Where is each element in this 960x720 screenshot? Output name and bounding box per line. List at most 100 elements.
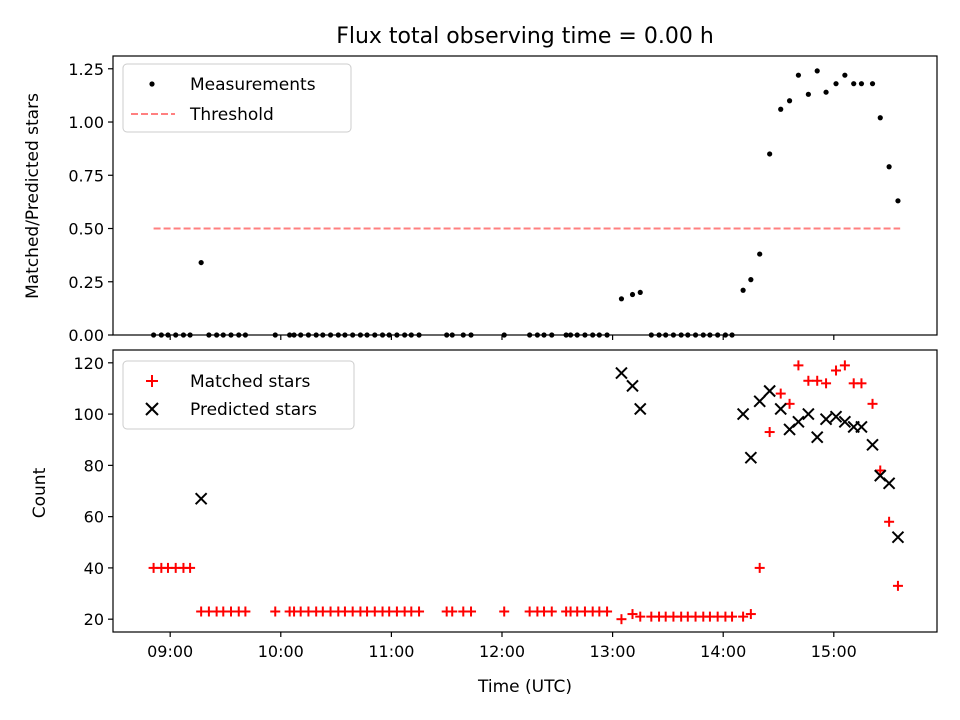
top-plot-area: 0.00 0.25 0.50 0.75 1.00 1.25 bbox=[68, 55, 938, 345]
measurement-point bbox=[833, 81, 839, 87]
chart-title: Flux total observing time = 0.00 h bbox=[336, 24, 714, 49]
bottom-ytick-label: 40 bbox=[84, 559, 104, 578]
legend-label-threshold: Threshold bbox=[189, 105, 274, 125]
measurement-point bbox=[805, 91, 811, 97]
top-ytick-label: 1.25 bbox=[68, 60, 104, 79]
bottom-ylabel: Count bbox=[30, 467, 50, 518]
predicted-stars-point bbox=[774, 402, 787, 416]
bottom-xtick-label: 13:00 bbox=[590, 642, 636, 661]
matched-stars-point bbox=[447, 606, 458, 617]
measurement-point bbox=[198, 259, 204, 266]
matched-stars-point bbox=[764, 427, 775, 438]
measurement-point bbox=[748, 277, 754, 283]
bottom-legend: Matched stars Predicted stars bbox=[122, 360, 355, 430]
predicted-stars-point bbox=[763, 384, 776, 398]
measurement-point bbox=[778, 106, 784, 112]
predicted-stars-point bbox=[829, 410, 843, 423]
matched-stars-point bbox=[875, 465, 886, 476]
bottom-xtick-label: 11:00 bbox=[368, 642, 414, 661]
matched-stars-point bbox=[414, 606, 425, 617]
matched-stars-point bbox=[839, 360, 850, 371]
matched-stars-point bbox=[831, 365, 842, 376]
top-ytick-label: 0.25 bbox=[68, 273, 104, 292]
matched-stars-point bbox=[867, 398, 878, 409]
measurement-point bbox=[767, 151, 773, 157]
matched-stars-point bbox=[745, 609, 756, 620]
matched-stars-point bbox=[727, 611, 738, 622]
matched-stars-point bbox=[738, 611, 749, 622]
predicted-stars-point bbox=[819, 413, 833, 426]
matched-stars-point bbox=[270, 606, 281, 617]
legend-label-matched: Matched stars bbox=[190, 372, 310, 392]
matched-stars-point bbox=[821, 378, 832, 389]
measurement-point bbox=[886, 164, 892, 170]
bottom-xtick-label: 12:00 bbox=[479, 642, 525, 661]
measurement-point bbox=[786, 98, 793, 104]
predicted-stars-point bbox=[753, 395, 766, 408]
bottom-axes-frame bbox=[112, 349, 938, 633]
matched-stars-point bbox=[499, 606, 510, 617]
matched-stars-point bbox=[616, 614, 627, 625]
legend-marker-measurements bbox=[149, 81, 155, 87]
bottom-ytick-label: 20 bbox=[84, 610, 104, 629]
matched-stars-point bbox=[884, 516, 895, 527]
predicted-stars-point bbox=[891, 530, 905, 544]
matched-stars-point bbox=[754, 562, 765, 573]
predicted-stars-point bbox=[811, 430, 824, 444]
predicted-stars-point bbox=[802, 407, 815, 421]
measurement-point bbox=[851, 81, 857, 87]
measurement-point bbox=[757, 251, 763, 257]
measurement-point bbox=[740, 287, 746, 293]
predicted-stars-point bbox=[855, 420, 868, 434]
matched-stars-point bbox=[803, 375, 814, 386]
matched-stars-point bbox=[635, 611, 646, 622]
measurement-point bbox=[637, 289, 643, 296]
measurement-point bbox=[877, 115, 883, 121]
top-ytick-label: 0.50 bbox=[68, 220, 104, 239]
top-ylabel: Matched/Predicted stars bbox=[23, 93, 43, 299]
top-ytick-label: 0.00 bbox=[68, 326, 104, 345]
matched-stars-point bbox=[466, 606, 477, 617]
bottom-xtick-label: 14:00 bbox=[700, 642, 746, 661]
predicted-stars-point bbox=[792, 415, 805, 428]
matched-stars-point bbox=[812, 375, 823, 386]
predicted-stars-point bbox=[634, 402, 647, 416]
matched-stars-point bbox=[546, 606, 557, 617]
matched-stars-point bbox=[775, 388, 786, 399]
matched-stars-point bbox=[240, 606, 251, 617]
bottom-xtick-label: 10:00 bbox=[258, 642, 304, 661]
matched-stars-point bbox=[627, 609, 638, 620]
predicted-stars-point bbox=[882, 477, 896, 490]
bottom-plot-area: 20 40 60 80 100 120 09:00 10:00 11:00 12:00 13:00 1… bbox=[73, 349, 938, 661]
bottom-panel: 20 40 60 80 100 120 09:00 10:00 11:00 12:00 13:00 1… bbox=[30, 349, 938, 697]
predicted-stars-point bbox=[736, 407, 750, 421]
matched-stars-point bbox=[602, 606, 613, 617]
matched-stars-point bbox=[185, 562, 196, 573]
bottom-ytick-label: 120 bbox=[73, 354, 104, 373]
measurement-point bbox=[618, 296, 625, 302]
top-axes-frame bbox=[112, 55, 938, 336]
bottom-ytick-label: 100 bbox=[73, 405, 104, 424]
measurement-point bbox=[823, 89, 829, 95]
predicted-stars-point bbox=[744, 451, 758, 464]
bottom-xtick-label: 09:00 bbox=[147, 642, 193, 661]
top-legend: Measurements Threshold bbox=[122, 63, 352, 133]
measurement-point bbox=[795, 72, 802, 78]
top-ytick-label: 1.00 bbox=[68, 113, 104, 132]
bottom-ytick-label: 60 bbox=[84, 508, 104, 527]
legend-marker-predicted bbox=[145, 402, 159, 416]
measurement-point bbox=[842, 72, 848, 78]
predicted-stars-point bbox=[615, 366, 628, 380]
legend-label-predicted: Predicted stars bbox=[190, 400, 317, 420]
measurement-point bbox=[814, 68, 820, 74]
legend-label-measurements: Measurements bbox=[190, 75, 316, 95]
measurement-point bbox=[858, 81, 865, 87]
predicted-stars-point bbox=[194, 492, 208, 505]
matched-stars-point bbox=[892, 580, 903, 591]
measurement-point bbox=[895, 198, 901, 204]
matched-stars-point bbox=[856, 378, 867, 389]
matched-stars-point bbox=[793, 360, 804, 371]
predicted-stars-point bbox=[838, 415, 852, 428]
bottom-xlabel: Time (UTC) bbox=[477, 677, 572, 697]
